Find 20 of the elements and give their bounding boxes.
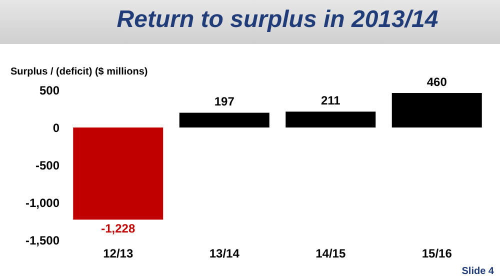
- data-label: 211: [320, 94, 341, 108]
- y-tick-label: 0: [52, 121, 60, 135]
- x-tick-label: 13/14: [209, 246, 240, 260]
- y-axis-title: Surplus / (deficit) ($ millions): [10, 66, 148, 78]
- x-tick-label: 12/13: [103, 246, 134, 260]
- bar: [286, 112, 376, 128]
- x-tick-label: 14/15: [316, 246, 346, 260]
- y-tick-label: -1,500: [25, 234, 60, 248]
- x-tick-label: 15/16: [422, 246, 452, 260]
- y-tick-label: -500: [35, 158, 60, 172]
- y-tick-label: -1,000: [25, 196, 60, 210]
- bar: [392, 93, 482, 128]
- data-label: 197: [214, 94, 235, 109]
- bar: [73, 128, 164, 220]
- data-label: -1,228: [101, 222, 136, 236]
- data-label: 460: [426, 75, 448, 89]
- bar: [179, 112, 270, 128]
- y-tick-label: 500: [39, 84, 60, 98]
- chart-title: Return to surplus in 2013/14: [116, 6, 438, 33]
- text: Slide 4: [462, 266, 494, 277]
